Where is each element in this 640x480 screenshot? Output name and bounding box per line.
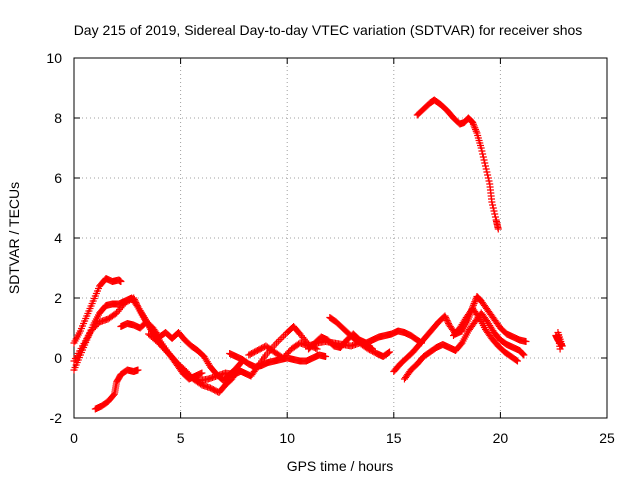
data-point (130, 294, 138, 302)
data-point (483, 168, 491, 176)
data-point (518, 350, 526, 357)
series-arc-1 (70, 275, 125, 347)
x-tick-labels: 0 5 10 15 20 25 (70, 430, 615, 446)
x-tick-label: 0 (70, 430, 78, 446)
x-axis-label: GPS time / hours (287, 458, 394, 474)
data-point (236, 368, 244, 375)
data-point (479, 153, 487, 161)
data-point (489, 201, 497, 209)
grid (74, 58, 607, 418)
series-arc-13 (449, 305, 521, 365)
data-point (519, 350, 527, 358)
data-point (134, 366, 142, 374)
y-axis-label: SDTVAR / TECUs (6, 182, 22, 294)
data-point (322, 353, 330, 360)
x-tick-label: 10 (279, 430, 295, 446)
y-tick-label: 0 (54, 350, 62, 366)
data-point (444, 318, 452, 326)
data-point (520, 351, 528, 359)
x-tick-label: 5 (177, 430, 185, 446)
data-point (494, 225, 502, 233)
data-point (513, 357, 521, 365)
data-point (479, 150, 487, 158)
data-point (491, 210, 499, 218)
data-point (477, 144, 485, 152)
data-point (488, 198, 496, 206)
x-tick-label: 20 (493, 430, 509, 446)
data-point (481, 159, 489, 167)
data-point (443, 317, 451, 324)
y-tick-label: 8 (54, 110, 62, 126)
series-arc-4 (91, 366, 142, 413)
data-point (130, 296, 138, 303)
chart-title: Day 215 of 2019, Sidereal Day-to-day VTE… (74, 22, 583, 38)
data-point (442, 314, 450, 321)
data-points (70, 96, 566, 413)
y-tick-label: 10 (46, 50, 62, 66)
data-point (556, 345, 564, 353)
data-point (482, 165, 490, 173)
y-tick-labels: -2 0 2 4 6 8 10 (46, 50, 62, 426)
data-point (442, 315, 450, 323)
data-point (491, 213, 499, 221)
x-tick-label: 25 (599, 430, 615, 446)
data-point (489, 204, 497, 212)
data-point (131, 297, 139, 305)
data-point (384, 349, 392, 357)
x-tick-label: 15 (386, 430, 402, 446)
data-point (481, 162, 489, 170)
data-point (478, 147, 486, 155)
series-arc-12 (400, 309, 528, 383)
axis-ticks (73, 57, 608, 419)
y-tick-label: 4 (54, 230, 62, 246)
y-tick-label: 6 (54, 170, 62, 186)
series-arc-15 (552, 329, 566, 353)
series-arc-6 (145, 330, 244, 384)
y-tick-label: -2 (50, 410, 63, 426)
data-point (109, 391, 117, 399)
data-point (480, 156, 488, 164)
data-point (512, 356, 520, 364)
data-point (133, 300, 141, 308)
data-point (313, 345, 321, 353)
data-point (386, 348, 394, 356)
data-point (441, 312, 449, 320)
data-point (485, 177, 493, 185)
data-point (368, 345, 376, 353)
series-arc-10 (326, 314, 376, 353)
series-arc-14 (413, 96, 502, 233)
data-point (117, 278, 125, 285)
data-point (484, 171, 492, 179)
series-arc-7 (226, 350, 330, 371)
data-point (522, 338, 530, 345)
data-point (198, 369, 206, 377)
data-point (490, 207, 498, 215)
data-point (484, 174, 492, 182)
y-tick-label: 2 (54, 290, 62, 306)
data-point (132, 299, 140, 306)
